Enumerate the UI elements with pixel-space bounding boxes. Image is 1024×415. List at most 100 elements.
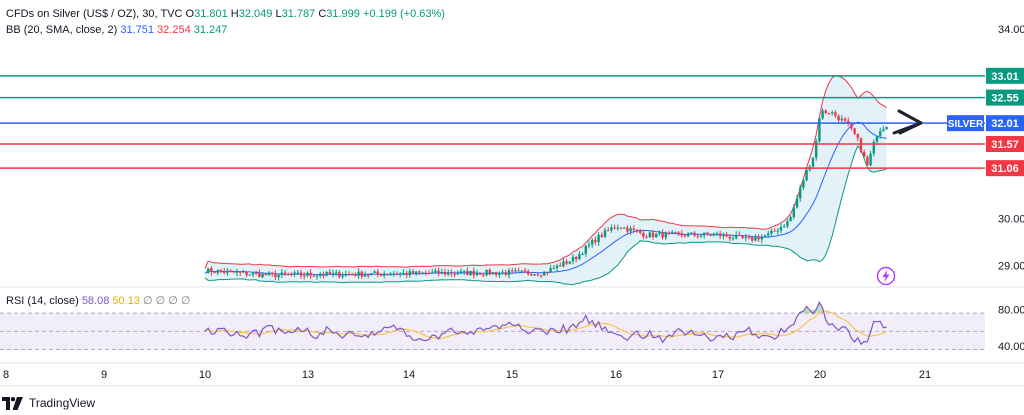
candle-body bbox=[402, 272, 405, 274]
candle-body bbox=[261, 273, 264, 278]
candle-body bbox=[370, 273, 373, 275]
candle-body bbox=[799, 187, 802, 199]
candle-body bbox=[363, 274, 367, 277]
candle-body bbox=[779, 226, 783, 231]
x-tick-label: 13 bbox=[302, 369, 314, 381]
candle-body bbox=[239, 271, 242, 273]
candle-body bbox=[696, 235, 699, 237]
candle-body bbox=[863, 152, 866, 157]
level-price-label: 31.57 bbox=[991, 139, 1019, 151]
candle-body bbox=[543, 271, 546, 276]
candle-body bbox=[687, 233, 690, 237]
candle-body bbox=[629, 228, 632, 232]
candle-body bbox=[879, 131, 882, 136]
candle-body bbox=[341, 275, 344, 277]
candle-body bbox=[667, 232, 671, 234]
price-legend: CFDs on Silver (US$ / OZ), 30, TVC O31.8… bbox=[6, 7, 445, 21]
candle-body bbox=[255, 272, 258, 274]
candle-body bbox=[824, 110, 827, 113]
rsi-pane[interactable] bbox=[0, 300, 985, 351]
candle-body bbox=[827, 112, 831, 114]
candle-body bbox=[303, 275, 306, 277]
candle-body bbox=[389, 274, 392, 276]
x-tick-label: 21 bbox=[919, 369, 931, 381]
candle-body bbox=[331, 273, 335, 275]
candle-body bbox=[443, 271, 447, 275]
candle-body bbox=[386, 274, 389, 276]
candle-body bbox=[392, 274, 395, 276]
price-axis: 34.00 30.00 29.00 80.00 40.00 bbox=[998, 24, 1024, 353]
candle-body bbox=[210, 268, 213, 273]
candle-body bbox=[235, 271, 239, 273]
candle-body bbox=[776, 230, 779, 232]
candle-body bbox=[642, 232, 645, 237]
candle-body bbox=[495, 272, 498, 275]
candle-body bbox=[859, 138, 863, 153]
candle-body bbox=[530, 274, 533, 276]
tradingview-brand[interactable]: TradingView bbox=[2, 394, 95, 412]
candle-body bbox=[549, 268, 552, 273]
candle-body bbox=[763, 235, 767, 237]
candle-body bbox=[223, 271, 226, 273]
candle-body bbox=[216, 270, 219, 273]
price-plot bbox=[204, 75, 888, 286]
candle-body bbox=[626, 227, 629, 232]
candle-body bbox=[539, 275, 543, 277]
candle-body bbox=[523, 270, 527, 272]
candle-body bbox=[335, 272, 338, 274]
level-price-tag bbox=[986, 160, 1024, 177]
candle-body bbox=[357, 271, 360, 276]
time-axis: 8 9 10 13 14 15 16 17 20 21 bbox=[3, 369, 931, 381]
candle-body bbox=[229, 270, 232, 272]
candle-body bbox=[725, 234, 728, 237]
candle-body bbox=[360, 271, 363, 277]
candle-body bbox=[783, 226, 786, 228]
rsi-tick-label: 80.00 bbox=[998, 305, 1024, 317]
candle-body bbox=[587, 244, 591, 246]
candle-body bbox=[491, 272, 495, 275]
candle-body bbox=[527, 271, 530, 275]
candle-body bbox=[818, 118, 821, 142]
level-price-label: 33.01 bbox=[991, 71, 1019, 83]
candle-body bbox=[639, 230, 642, 233]
x-tick-label: 10 bbox=[199, 369, 211, 381]
candle-body bbox=[287, 273, 290, 275]
candle-body bbox=[488, 269, 491, 275]
candle-body bbox=[277, 274, 280, 278]
open-label: O bbox=[185, 8, 195, 20]
candle-body bbox=[533, 274, 536, 276]
bolt-icon[interactable] bbox=[876, 266, 896, 286]
candle-body bbox=[837, 115, 840, 121]
candle-body bbox=[546, 271, 549, 273]
candle-body bbox=[514, 270, 517, 272]
rsi-ma-line bbox=[204, 310, 887, 340]
candle-body bbox=[619, 227, 623, 229]
candle-body bbox=[671, 232, 674, 234]
bb-legend: BB (20, SMA, close, 2) 31.751 32.254 31.… bbox=[6, 23, 227, 37]
candle-body bbox=[578, 254, 581, 260]
candle-body bbox=[600, 235, 603, 237]
candle-body bbox=[408, 271, 411, 276]
price-pane[interactable] bbox=[204, 75, 888, 286]
candle-body bbox=[555, 265, 559, 269]
low-label: L bbox=[275, 8, 282, 20]
candle-body bbox=[283, 272, 287, 274]
candle-body bbox=[706, 232, 709, 235]
candle-body bbox=[482, 274, 485, 276]
candle-body bbox=[536, 274, 539, 276]
high-label: H bbox=[230, 8, 239, 20]
bb-fill bbox=[205, 75, 887, 285]
candle-body bbox=[789, 217, 792, 222]
bb-upper-value: 32.254 bbox=[157, 24, 191, 36]
level-price-label: 32.01 bbox=[991, 118, 1019, 130]
candle-body bbox=[651, 232, 655, 238]
candle-body bbox=[376, 271, 379, 274]
level-price-label: 32.55 bbox=[991, 93, 1019, 105]
candle-body bbox=[479, 273, 482, 275]
candle-body bbox=[207, 268, 210, 274]
candle-body bbox=[875, 135, 879, 142]
candle-body bbox=[459, 271, 463, 274]
candle-body bbox=[325, 271, 328, 276]
x-tick-label: 15 bbox=[506, 369, 518, 381]
